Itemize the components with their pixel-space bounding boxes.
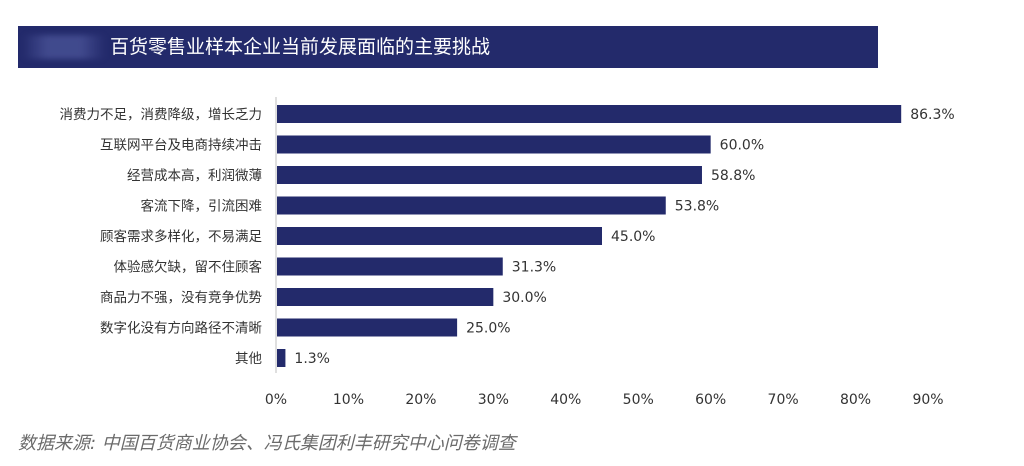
category-label: 顾客需求多样化，不易满足 xyxy=(100,228,262,245)
redacted-logo xyxy=(22,35,106,59)
category-label: 互联网平台及电商持续冲击 xyxy=(100,138,262,154)
x-tick-label: 60% xyxy=(695,392,726,408)
bar xyxy=(277,257,503,276)
bar xyxy=(277,227,602,245)
data-label: 53.8% xyxy=(675,199,719,215)
chart-title-bar: 百货零售业样本企业当前发展面临的主要挑战 xyxy=(18,26,878,68)
data-label: 45.0% xyxy=(611,229,655,245)
bar xyxy=(277,135,711,154)
x-tick-label: 0% xyxy=(265,392,287,408)
bar xyxy=(277,196,666,215)
x-tick-label: 40% xyxy=(550,392,581,408)
bar xyxy=(277,349,286,367)
data-label: 1.3% xyxy=(294,351,330,367)
bar xyxy=(277,318,458,337)
x-tick-label: 10% xyxy=(333,392,364,408)
x-tick-label: 30% xyxy=(478,392,509,408)
bar xyxy=(277,288,494,306)
category-label: 体验感欠缺，留不住顾客 xyxy=(114,259,263,276)
x-tick-label: 50% xyxy=(623,392,654,408)
x-tick-label: 70% xyxy=(768,392,799,408)
data-source-note: 数据来源: 中国百货商业协会、冯氏集团利丰研究中心问卷调查 xyxy=(18,433,516,454)
category-label: 客流下降，引流困难 xyxy=(141,198,263,215)
category-label: 商品力不强，没有竞争优势 xyxy=(100,289,262,306)
data-label: 58.8% xyxy=(711,168,755,184)
x-tick-label: 90% xyxy=(912,392,943,408)
x-tick-label: 80% xyxy=(840,392,871,408)
category-label: 数字化没有方向路径不清晰 xyxy=(100,321,262,337)
data-label: 31.3% xyxy=(512,260,556,276)
category-label: 消费力不足，消费降级，增长乏力 xyxy=(60,107,263,123)
chart-title: 百货零售业样本企业当前发展面临的主要挑战 xyxy=(110,36,491,58)
bar xyxy=(277,105,902,123)
category-label: 其他 xyxy=(235,351,262,367)
bar xyxy=(277,166,702,184)
data-label: 25.0% xyxy=(466,321,510,337)
x-tick-label: 20% xyxy=(405,392,436,408)
category-label: 经营成本高，利润微薄 xyxy=(127,167,262,184)
data-label: 60.0% xyxy=(720,138,764,154)
data-label: 86.3% xyxy=(910,107,954,123)
data-label: 30.0% xyxy=(502,290,546,306)
